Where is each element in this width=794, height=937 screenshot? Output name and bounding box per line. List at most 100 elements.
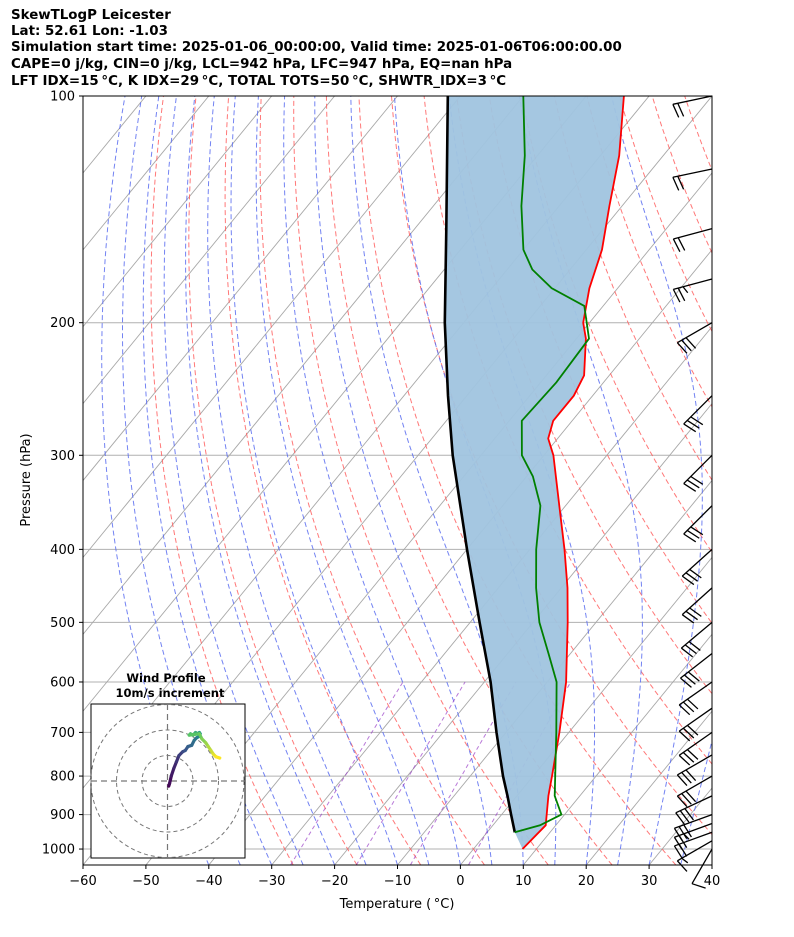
dry-adiabat [150,96,294,865]
wind-barb [680,621,713,658]
dry-adiabat [224,96,422,865]
dry-adiabat [188,96,358,865]
x-tick-label: −50 [132,874,159,889]
moist-adiabat [163,96,304,865]
isotherm-line [83,96,461,559]
dry-adiabat [750,96,794,865]
moist-adiabat [230,96,398,865]
dry-adiabat [325,96,613,865]
profile-lines [443,96,625,850]
wind-barb [681,548,713,586]
x-axis-label: Temperature ( °C) [339,897,455,912]
dry-adiabat [391,96,712,836]
wind-barb [681,587,713,624]
x-tick-label: 10 [515,874,532,889]
wind-barb [683,454,713,492]
y-tick-label: 700 [50,726,75,741]
wind-barb [676,775,713,808]
y-tick-label: 600 [50,675,75,690]
mixing-ratio-line [290,681,404,865]
dry-adiabat [521,96,712,553]
isotherm-line [648,787,712,865]
dry-adiabat [684,96,712,172]
chart-title: SkewTLogP Leicester [11,8,171,23]
moist-adiabat [518,96,643,865]
parcel-profile-line [443,96,517,833]
hodograph-segment [214,755,222,760]
hodograph-title: Wind Profile [126,671,206,685]
wind-barb [672,95,713,118]
wind-barb [672,278,713,303]
wind-barb [678,707,713,742]
isotherm-line [83,96,524,636]
dry-adiabat [488,96,712,625]
wind-barbs [672,95,713,889]
x-tick-label: 20 [578,874,595,889]
isotherm-line [83,96,210,251]
hodograph-segment [187,732,201,737]
isotherm-line [83,96,335,405]
wind-barb [683,505,713,543]
x-tick-label: −30 [258,874,285,889]
y-tick-label: 500 [50,616,75,631]
cape-cin-shading [444,96,624,849]
wind-barb [676,754,713,787]
wind-barb [672,168,713,191]
wind-barb [678,731,713,766]
moist-adiabat [314,96,493,865]
x-tick-label: −60 [69,874,96,889]
dry-adiabat [259,96,485,865]
isotherm-line [522,633,712,865]
y-tick-label: 800 [50,770,75,785]
dewpoint-line [514,96,590,834]
dry-adiabat [783,96,794,865]
moist-adiabat [680,738,712,865]
y-tick-label: 900 [50,808,75,823]
hodograph-subtitle: 10m/s increment [116,686,225,700]
isotherm-line [334,402,712,865]
x-tick-label: −10 [384,874,411,889]
wind-barb [691,848,713,889]
y-tick-label: 200 [50,316,75,331]
wind-barb [673,813,713,841]
wind-barb [678,681,713,716]
wind-barb [676,840,713,872]
wind-barb [676,322,713,354]
mixing-ratio-line [355,681,466,865]
isotherm-line [83,96,273,328]
dry-adiabat [717,96,794,865]
y-tick-label: 300 [50,449,75,464]
x-tick-label: −40 [195,874,222,889]
time-line: Simulation start time: 2025-01-06_00:00:… [11,40,622,55]
moist-adiabat [255,96,430,865]
x-tick-label: 0 [456,874,464,889]
indices-line-1: CAPE=0 j/kg, CIN=0 j/kg, LCL=942 hPa, LF… [11,57,513,72]
moist-adiabat [185,96,336,865]
moist-adiabat [711,863,712,865]
wind-barb [680,653,713,688]
dry-adiabat [619,96,712,333]
isotherm-line [0,96,20,865]
isotherm-line [83,96,398,482]
axes: −60 −50 −40 −30 −20 −10 0 10 20 30 40 1000 900 800 700… [42,90,720,890]
wind-barb [683,395,713,433]
wind-barb [675,795,713,825]
y-tick-label: 100 [50,90,75,105]
isotherm-line [460,556,712,865]
y-tick-label: 1000 [42,843,75,858]
isotherm-line [711,864,712,865]
background-lines [0,96,794,865]
moist-adiabat [611,96,703,865]
moist-adiabat [142,96,273,865]
isotherm-line [83,96,84,97]
isotherm-line [271,325,712,865]
x-tick-label: 40 [704,874,721,889]
x-tick-label: −20 [321,874,348,889]
y-axis-label: Pressure (hPa) [19,433,34,526]
moist-adiabat [283,96,461,865]
x-tick-label: 30 [641,874,658,889]
moist-adiabat [207,96,367,865]
indices-line-2: LFT IDX=15 °C, K IDX=29 °C, TOTAL TOTS=5… [11,74,507,89]
